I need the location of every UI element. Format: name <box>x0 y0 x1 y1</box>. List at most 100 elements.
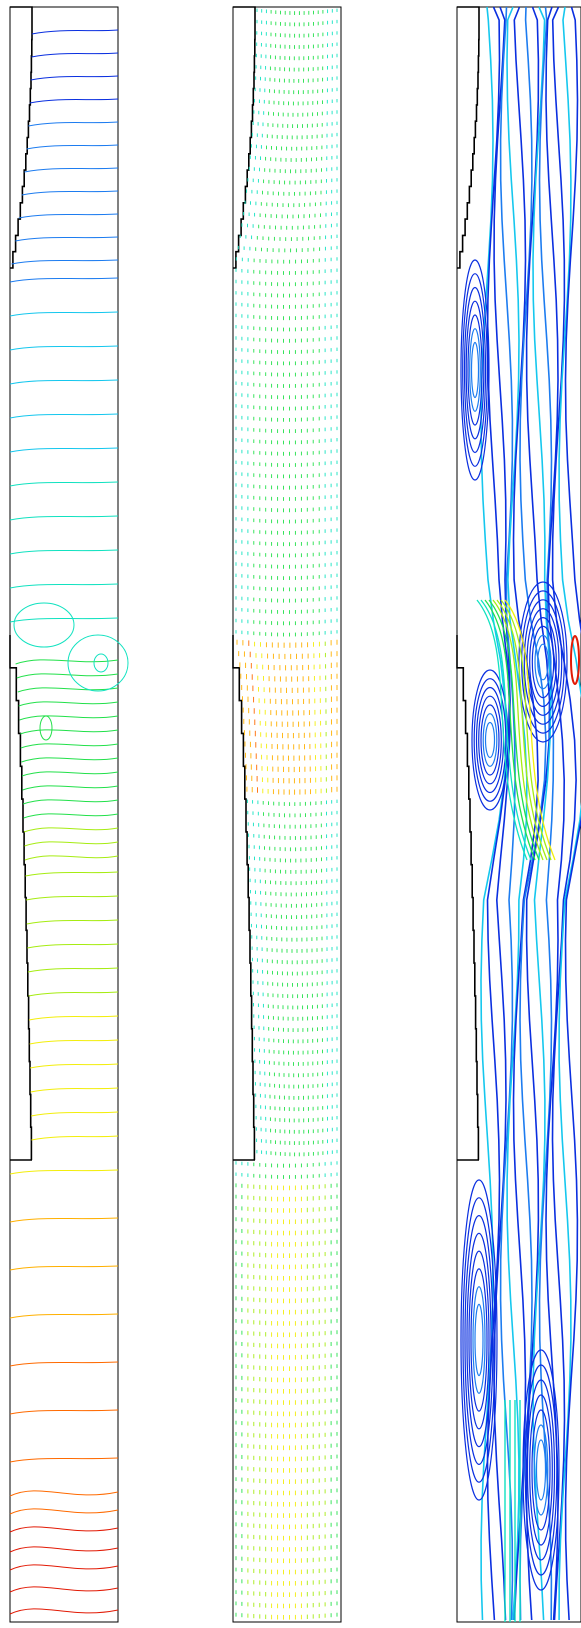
vector-row <box>235 392 338 400</box>
vector-row <box>250 912 338 919</box>
contour-line <box>9 311 119 317</box>
panel-frame <box>232 6 342 1623</box>
vector-row <box>244 741 338 750</box>
vector-row <box>249 878 338 886</box>
contour-line <box>9 413 119 419</box>
vector-row <box>235 1533 338 1541</box>
vector-row <box>235 415 338 422</box>
vector-row <box>235 494 338 501</box>
vector-row <box>250 901 338 908</box>
jet-streamline <box>476 599 528 861</box>
vector-row <box>252 991 338 999</box>
vector-row <box>235 1273 338 1281</box>
vector-row <box>253 1014 338 1021</box>
vector-row <box>235 1590 338 1597</box>
streamline <box>486 6 511 1621</box>
vector-row <box>235 257 338 264</box>
vector-row <box>235 1567 338 1575</box>
vector-row <box>241 685 338 693</box>
vector-row <box>235 596 338 603</box>
contour-line <box>21 757 119 763</box>
contour-line <box>27 967 119 973</box>
vector-row <box>249 867 338 874</box>
vector-row <box>235 426 338 434</box>
vector-row <box>248 833 338 840</box>
peak-streamline <box>570 635 580 685</box>
contour-line <box>9 481 119 487</box>
contour-line <box>9 1546 119 1553</box>
vector-row <box>235 1420 338 1428</box>
vector-row <box>235 1386 338 1394</box>
vortex-streamline <box>478 695 502 785</box>
contour-line <box>29 98 119 104</box>
contour-line <box>9 549 119 555</box>
contour-line <box>9 515 119 521</box>
vector-row <box>248 856 338 863</box>
vector-row <box>236 639 338 648</box>
vector-row <box>235 1511 338 1518</box>
vortex-streamline <box>526 1379 556 1561</box>
vector-row <box>256 19 338 27</box>
contour-line <box>27 943 119 949</box>
vector-row <box>256 31 338 38</box>
vortex-streamline <box>533 1424 549 1516</box>
streamline <box>512 6 539 1621</box>
contour-line <box>26 144 119 150</box>
vector-row <box>250 923 338 931</box>
contour-line <box>26 919 119 925</box>
vector-row <box>235 483 338 490</box>
vector-row <box>255 1093 338 1100</box>
vector-row <box>235 1522 338 1530</box>
vector-row <box>249 155 338 162</box>
vector-row <box>254 99 338 106</box>
vector-row <box>248 166 338 174</box>
vector-row <box>250 144 338 151</box>
contour-line <box>21 771 119 777</box>
contour-line <box>9 1313 119 1319</box>
vortex-streamline <box>521 590 565 734</box>
vector-row <box>254 1048 338 1055</box>
vortex-streamline <box>482 713 498 767</box>
vector-row <box>235 370 338 377</box>
vector-row <box>235 1206 338 1213</box>
vortex-streamline <box>534 634 552 690</box>
vortex-streamline <box>524 1364 558 1576</box>
jet-streamline <box>496 599 548 861</box>
wall-upper <box>457 6 480 269</box>
vector-row <box>252 121 338 128</box>
jet-streamline <box>480 599 532 861</box>
vector-row <box>235 279 338 287</box>
vector-row <box>251 132 338 140</box>
vortex-streamline <box>470 1268 488 1412</box>
vector-row <box>235 1556 338 1564</box>
vortex-streamline <box>529 1394 553 1546</box>
vector-row <box>235 1183 338 1191</box>
streamline <box>564 6 581 1621</box>
vector-row <box>240 673 338 682</box>
vector-row <box>235 1398 338 1405</box>
contour-line <box>9 379 119 385</box>
vector-row <box>256 8 338 15</box>
vector-row <box>248 844 338 852</box>
vector-row <box>235 404 338 411</box>
vector-row <box>235 539 338 547</box>
contour-line <box>9 1409 119 1415</box>
contour-line <box>9 1586 119 1593</box>
vector-row <box>235 1194 338 1202</box>
vortex-streamline <box>466 1232 492 1448</box>
streamline-panel <box>456 6 581 1623</box>
contour-line <box>28 121 119 127</box>
contour-line <box>9 345 119 351</box>
contour-line <box>21 190 119 196</box>
wall-middle <box>456 635 480 1161</box>
vortex-streamline <box>531 625 555 699</box>
vector-row <box>252 980 338 987</box>
vortex-streamline <box>460 259 490 481</box>
jet-streamline <box>500 599 552 861</box>
contour-line <box>9 1361 119 1367</box>
vector-row <box>235 517 338 524</box>
vector-row <box>235 1341 338 1349</box>
vector-row <box>255 1127 338 1134</box>
vector-row <box>235 1307 338 1315</box>
vector-row <box>247 822 338 829</box>
